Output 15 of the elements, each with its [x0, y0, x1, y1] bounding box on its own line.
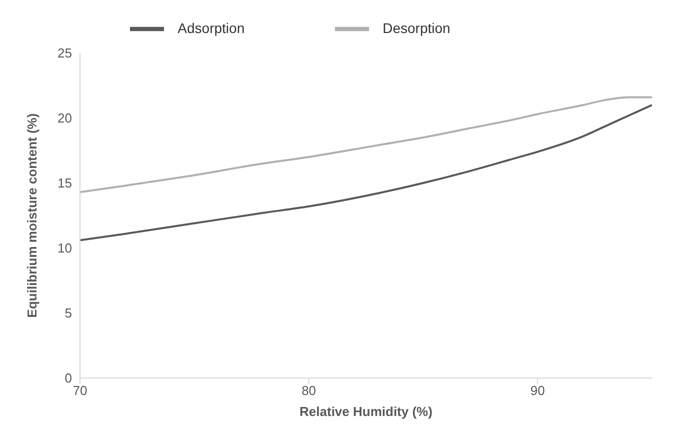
- legend-label: Desorption: [382, 20, 450, 36]
- legend-label: Adsorption: [178, 20, 245, 36]
- x-tick-label: 90: [530, 383, 545, 398]
- y-tick-label: 10: [58, 240, 72, 256]
- x-tick-label: 70: [72, 383, 88, 398]
- y-tick-label: 15: [58, 176, 72, 191]
- line-series: [80, 104, 652, 242]
- y-tick-label: 25: [58, 46, 72, 61]
- x-tick-label: 80: [302, 383, 316, 398]
- line-series: [80, 96, 652, 194]
- y-tick-label: 20: [58, 110, 72, 126]
- y-tick-label: 5: [64, 306, 72, 321]
- y-tick-label: 0: [64, 370, 72, 386]
- y-axis-title: Equilibrium moisture content (%): [24, 113, 40, 318]
- x-axis-title: Relative Humidity (%): [300, 404, 432, 419]
